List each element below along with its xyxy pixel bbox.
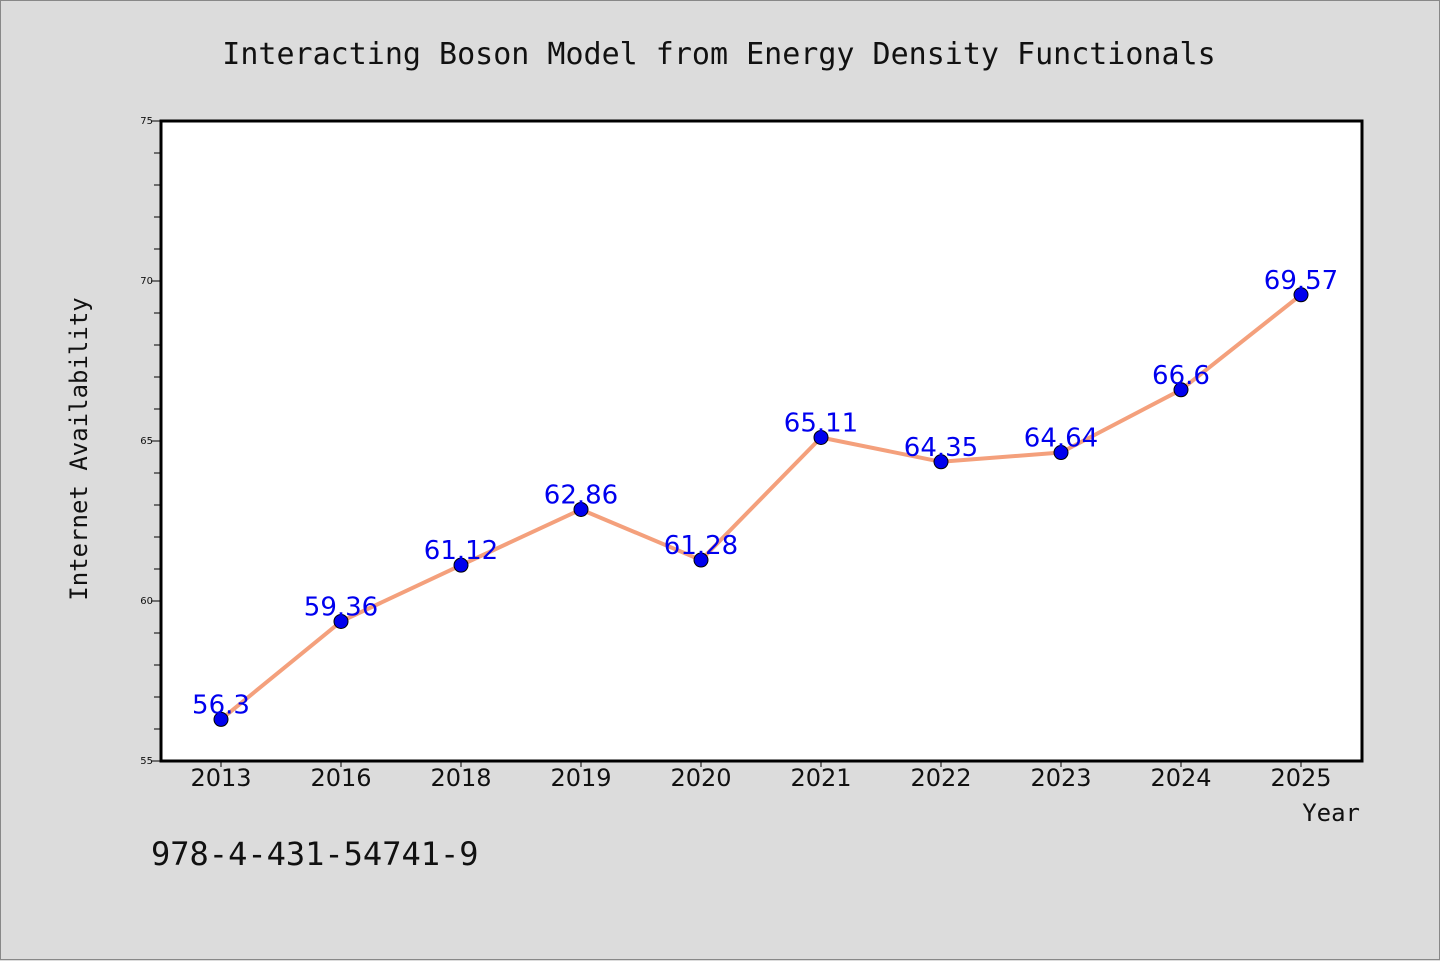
data-label: 56.3: [192, 690, 250, 720]
data-point: [1293, 287, 1309, 303]
data-point: [1053, 445, 1069, 461]
data-label: 69.57: [1264, 266, 1338, 296]
x-tick-label: 2023: [1030, 764, 1091, 792]
x-tick-label: 2018: [430, 764, 491, 792]
x-tick-label: 2021: [790, 764, 851, 792]
x-tick-label: 2019: [550, 764, 611, 792]
x-tick-label: 2013: [190, 764, 251, 792]
data-label: 61.12: [424, 536, 498, 566]
y-axis-label: Internet Availability: [65, 297, 93, 600]
y-tick-label: 65: [140, 436, 153, 447]
data-labels: 56.3 59.36 61.12 62.86 61.28 65.11 64.35 64.64 6…: [192, 266, 1338, 721]
plot-area: [159, 119, 1364, 763]
chart-title: Interacting Boson Model from Energy Dens…: [222, 37, 1215, 72]
data-point: [1173, 382, 1189, 398]
data-label: 65.11: [784, 408, 858, 438]
x-tick-label: 2016: [310, 764, 371, 792]
series-line: [219, 293, 1303, 721]
data-point: [813, 429, 829, 445]
data-point: [933, 454, 949, 470]
y-tick-label: 75: [140, 116, 153, 127]
x-tick-label: 2022: [910, 764, 971, 792]
x-axis: 2013 2016 2018 2019 2020 2021 2022 2023 2024 2025: [190, 761, 1332, 792]
x-tick-label: 2025: [1270, 764, 1331, 792]
y-tick-label: 55: [140, 756, 153, 767]
x-tick-label: 2020: [670, 764, 731, 792]
isbn-text: 978-4-431-54741-9: [151, 835, 479, 873]
data-label: 66.6: [1152, 361, 1210, 391]
y-tick-label: 70: [140, 276, 153, 287]
data-label: 59.36: [304, 592, 378, 622]
series-layer: [213, 287, 1309, 727]
data-point: [453, 557, 469, 573]
y-tick-label: 60: [140, 596, 153, 607]
x-axis-label: Year: [1302, 799, 1360, 827]
y-axis: 55 60 65 70 75: [140, 116, 161, 767]
x-tick-label: 2024: [1150, 764, 1211, 792]
data-label: 62.86: [544, 480, 618, 510]
data-point: [573, 501, 589, 517]
data-label: 61.28: [664, 531, 738, 561]
data-point: [693, 552, 709, 568]
data-label: 64.35: [904, 433, 978, 463]
data-point: [333, 613, 349, 629]
data-point: [213, 711, 229, 727]
data-label: 64.64: [1024, 424, 1098, 454]
